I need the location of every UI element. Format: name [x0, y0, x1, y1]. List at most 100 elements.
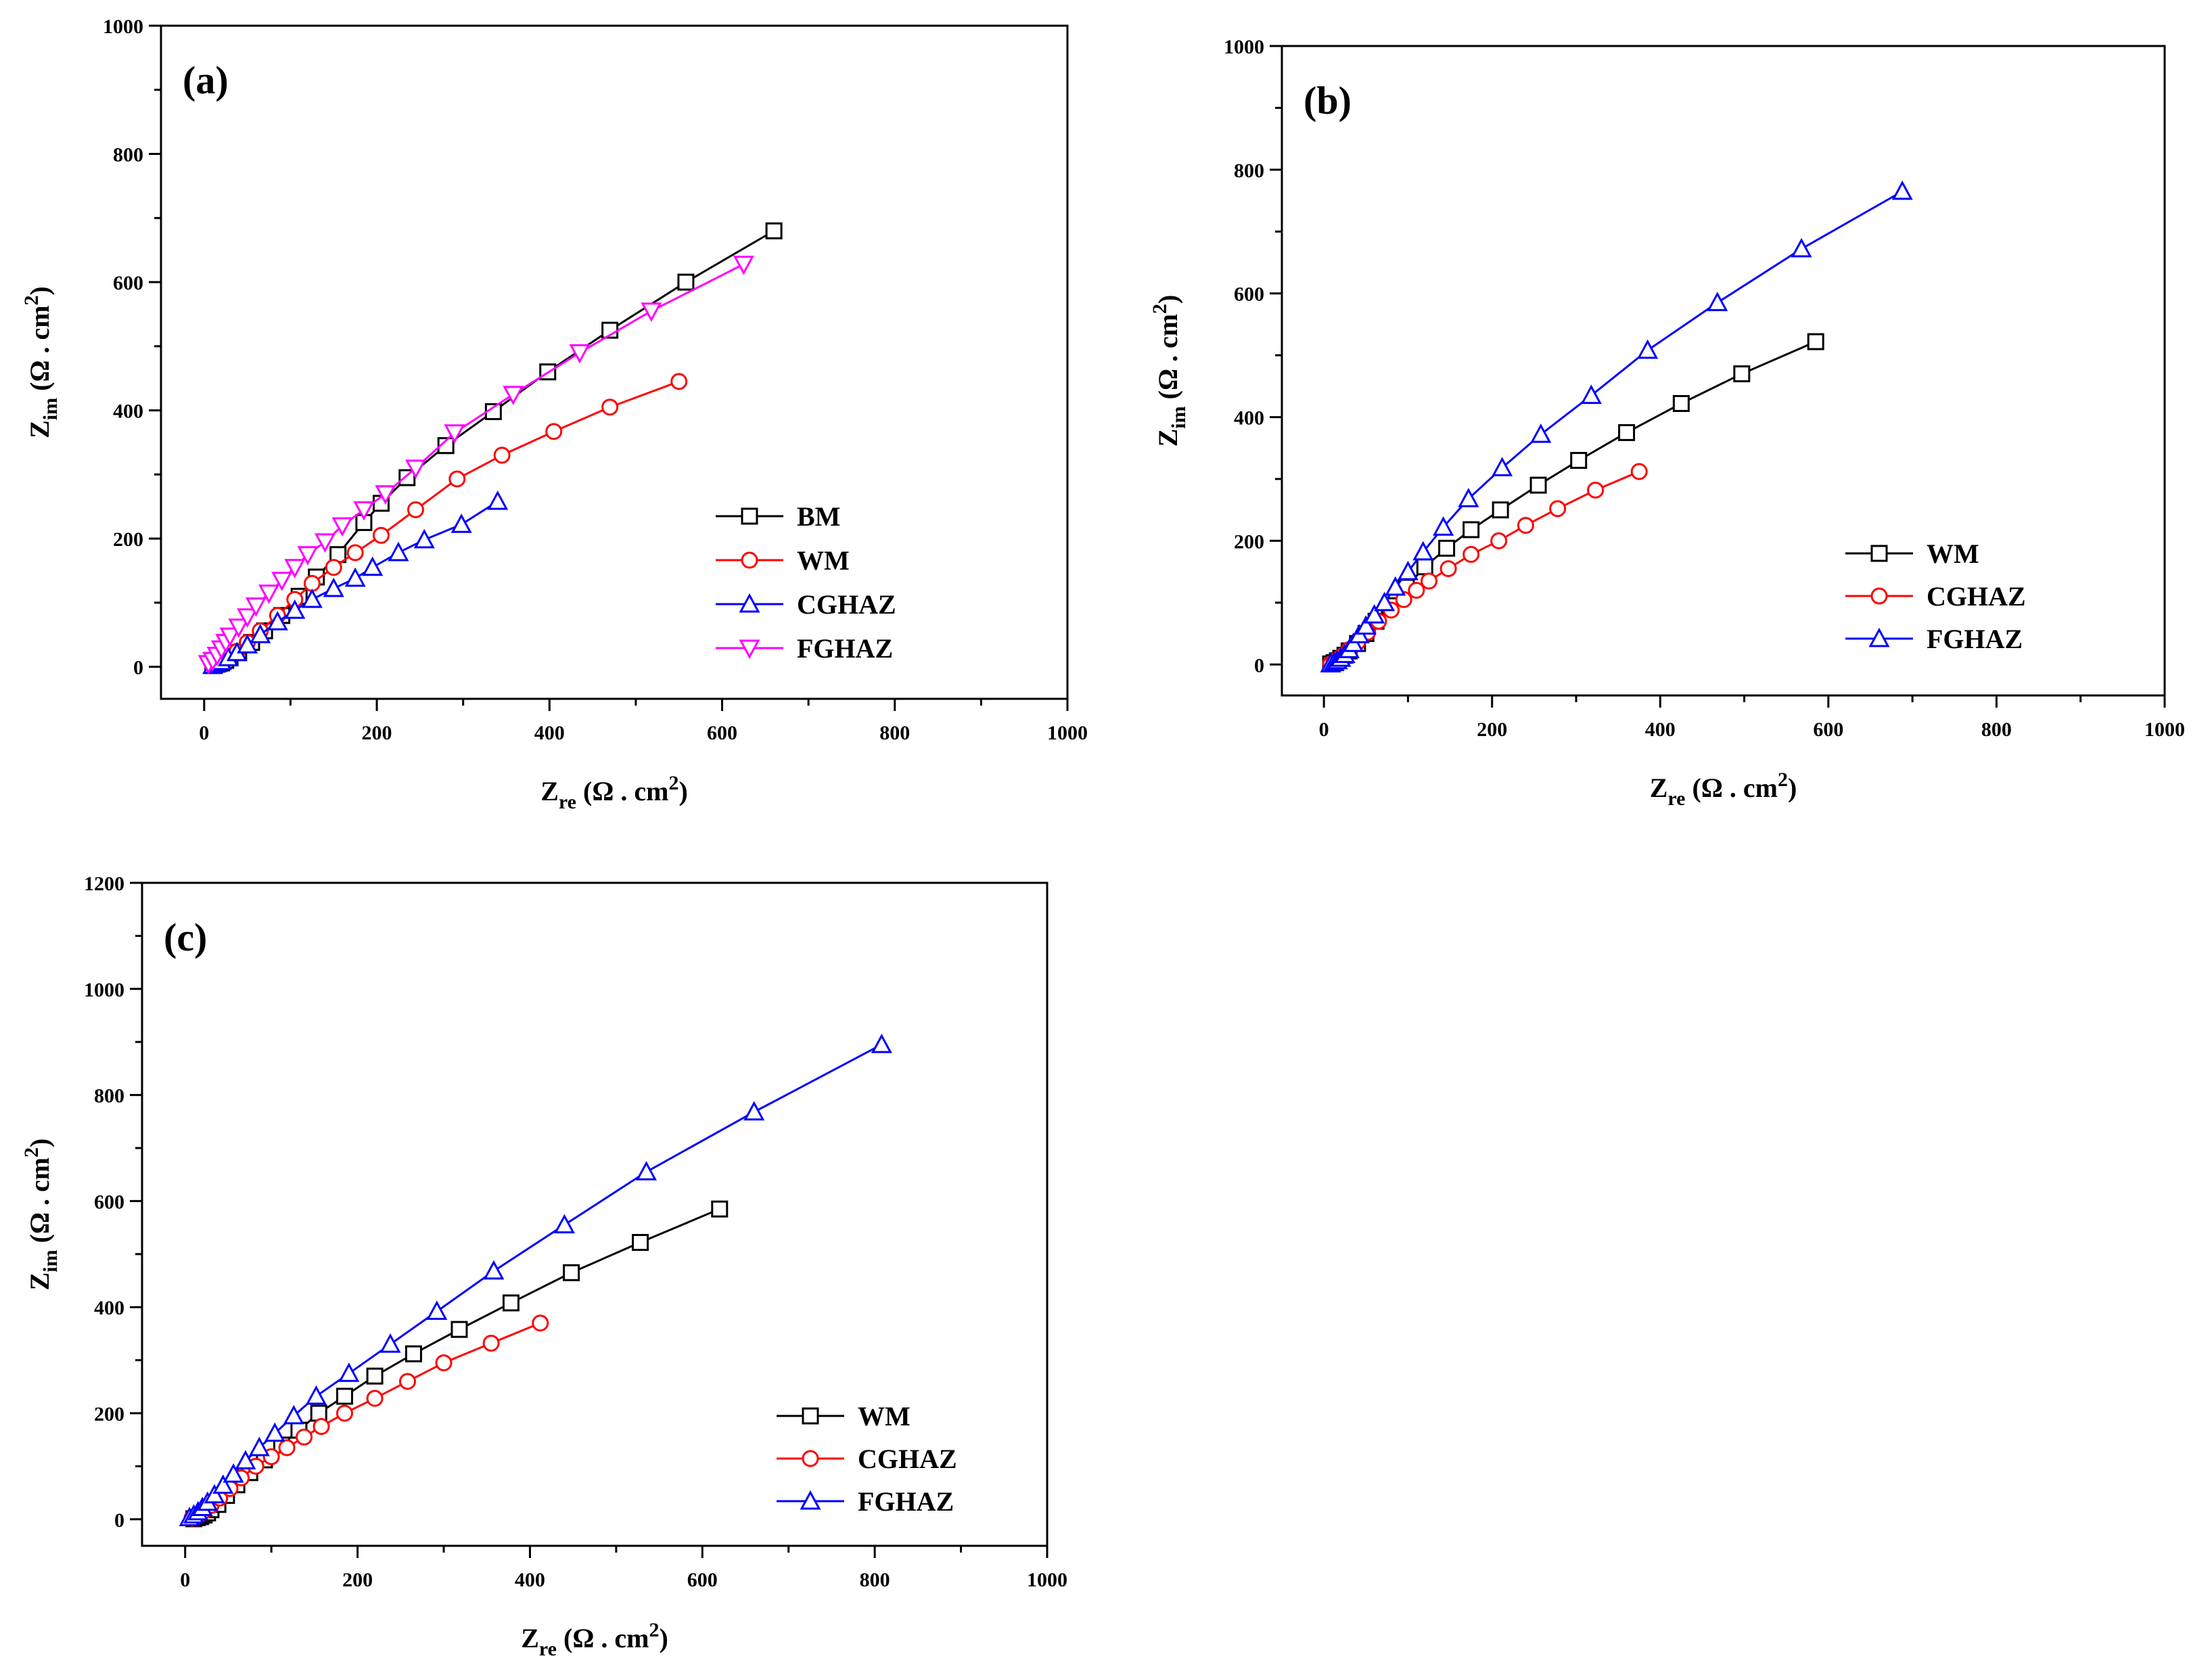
data-point: [1791, 237, 1812, 258]
legend-marker: [741, 551, 758, 569]
data-point: [502, 1294, 520, 1312]
data-point: [1587, 481, 1605, 499]
data-point: [353, 501, 375, 521]
x-axis-label: Zre (Ω . cm2): [521, 1619, 668, 1660]
legend-marker: [800, 1490, 821, 1510]
y-axis-label: Zim (Ω . cm2): [20, 286, 62, 438]
data-point: [407, 501, 424, 518]
x-tick-label: 800: [879, 722, 910, 744]
legend-label: CGHAZ: [797, 589, 896, 620]
data-point: [1807, 333, 1824, 350]
legend-marker: [802, 1450, 819, 1467]
data-point: [284, 599, 306, 619]
x-tick-label: 600: [687, 1569, 718, 1591]
data-point: [1570, 452, 1588, 469]
data-point: [388, 541, 409, 562]
series-cghaz: [183, 1314, 549, 1527]
data-point: [1891, 180, 1913, 200]
x-axis-label: Zre (Ω . cm2): [540, 772, 688, 813]
data-point: [250, 624, 271, 643]
data-point: [366, 1367, 384, 1385]
y-tick-label: 1200: [84, 873, 124, 895]
series-fghaz: [198, 256, 754, 675]
series-fghaz: [1320, 180, 1913, 672]
y-tick-label: 0: [133, 657, 143, 679]
data-point: [1733, 365, 1751, 383]
y-tick-label: 0: [114, 1509, 124, 1532]
legend-marker: [1870, 545, 1888, 562]
data-point: [1630, 463, 1648, 480]
data-point: [435, 1354, 453, 1372]
data-point: [267, 611, 288, 631]
legend-label: FGHAZ: [797, 633, 893, 664]
x-tick-label: 800: [860, 1569, 890, 1591]
data-point: [1385, 576, 1406, 596]
legend-marker: [741, 507, 758, 525]
data-point: [336, 1388, 353, 1405]
plot-frame: [141, 881, 1049, 1547]
plot-frame: [160, 24, 1069, 700]
plot-frame: [1281, 45, 2166, 697]
data-point: [1530, 423, 1552, 443]
legend-marker: [739, 639, 760, 660]
data-point: [493, 446, 511, 464]
data-point: [553, 1214, 575, 1234]
y-tick-label: 600: [1234, 283, 1264, 306]
data-point: [482, 1335, 500, 1352]
data-point: [235, 1450, 256, 1470]
panel-label: (a): [183, 58, 229, 102]
y-tick-label: 400: [113, 400, 143, 423]
series-wm: [185, 1200, 729, 1528]
x-tick-label: 1000: [1027, 1569, 1067, 1591]
data-point: [670, 373, 688, 390]
data-point: [212, 1474, 234, 1494]
data-point: [451, 1321, 468, 1338]
legend-marker: [1868, 627, 1890, 647]
data-point: [1462, 546, 1480, 564]
x-tick-label: 200: [1477, 718, 1507, 741]
data-point: [1462, 521, 1480, 538]
data-point: [1421, 572, 1437, 590]
data-point: [223, 1463, 244, 1483]
data-point: [1374, 591, 1396, 612]
x-tick-label: 0: [180, 1569, 190, 1591]
legend-label: FGHAZ: [1927, 624, 2023, 654]
panel-label: (c): [164, 915, 207, 959]
panel-a: 0 200 400 600 800 1000 0 200 400 600 800 1000 (a) Zre…: [20, 16, 1088, 813]
data-point: [237, 608, 258, 628]
y-tick-label: 400: [1234, 407, 1264, 430]
data-point: [245, 597, 267, 617]
data-point: [1492, 501, 1509, 519]
data-point: [283, 1404, 304, 1425]
data-point: [325, 559, 342, 576]
data-point: [1416, 558, 1433, 576]
y-tick-label: 1000: [103, 16, 143, 38]
series-line: [1330, 340, 1816, 665]
legend-label: BM: [797, 501, 840, 532]
x-axis-label: Zre (Ω . cm2): [1650, 769, 1797, 810]
x-tick-label: 200: [342, 1569, 373, 1591]
data-point: [1355, 615, 1377, 635]
series-wm: [1322, 333, 1824, 672]
data-point: [733, 256, 754, 275]
data-point: [314, 533, 336, 553]
legend-label: FGHAZ: [858, 1486, 954, 1517]
data-point: [503, 386, 524, 406]
y-tick-label: 800: [1234, 160, 1264, 182]
data-point: [1412, 541, 1434, 561]
data-point: [1458, 488, 1479, 507]
x-tick-label: 200: [362, 722, 392, 744]
data-point: [426, 1300, 448, 1320]
data-point: [264, 1422, 285, 1442]
data-point: [569, 344, 591, 364]
data-point: [1529, 476, 1547, 494]
data-point: [219, 627, 241, 647]
x-tick-label: 600: [1813, 718, 1843, 741]
x-tick-label: 1000: [2144, 718, 2185, 741]
data-point: [323, 577, 344, 597]
legend-marker: [739, 593, 760, 613]
data-point: [677, 273, 695, 291]
data-point: [346, 544, 364, 562]
data-point: [413, 528, 435, 549]
panel-label: (b): [1304, 78, 1352, 122]
